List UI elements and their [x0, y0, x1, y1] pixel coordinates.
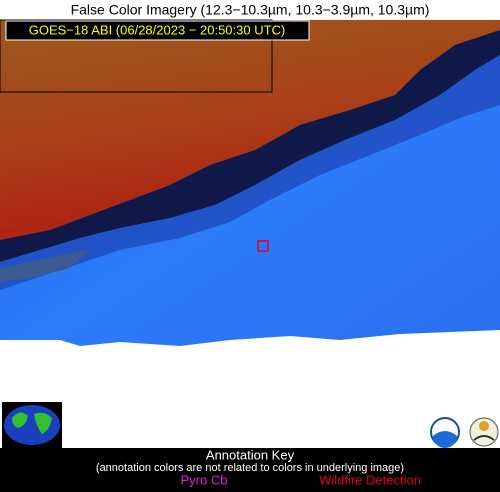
legend-wildfire: Wildfire Detection	[319, 472, 421, 487]
wildfire-marker	[257, 240, 269, 252]
subtitle-box	[5, 20, 310, 41]
transition-band	[0, 30, 500, 262]
globe-logo	[2, 402, 62, 448]
sector-outline	[0, 19, 273, 93]
satellite-image	[0, 19, 500, 354]
noaa-logo	[430, 417, 460, 448]
subtitle: GOES−18 ABI (06/28/2023 − 20:50:30 UTC)	[29, 22, 286, 37]
mixed-band	[0, 55, 500, 290]
no-data-edge	[0, 330, 500, 354]
surface-patch	[0, 250, 90, 282]
annotation-key-band	[0, 448, 500, 492]
title: False Color Imagery (12.3−10.3µm, 10.3−3…	[71, 2, 430, 18]
annotation-key-note: (annotation colors are not related to co…	[96, 462, 404, 474]
annotation-key-title: Annotation Key	[206, 447, 295, 462]
cimss-logo	[469, 417, 499, 447]
legend-pyrocb: Pyro Cb	[181, 472, 228, 487]
warm-region	[0, 20, 500, 240]
